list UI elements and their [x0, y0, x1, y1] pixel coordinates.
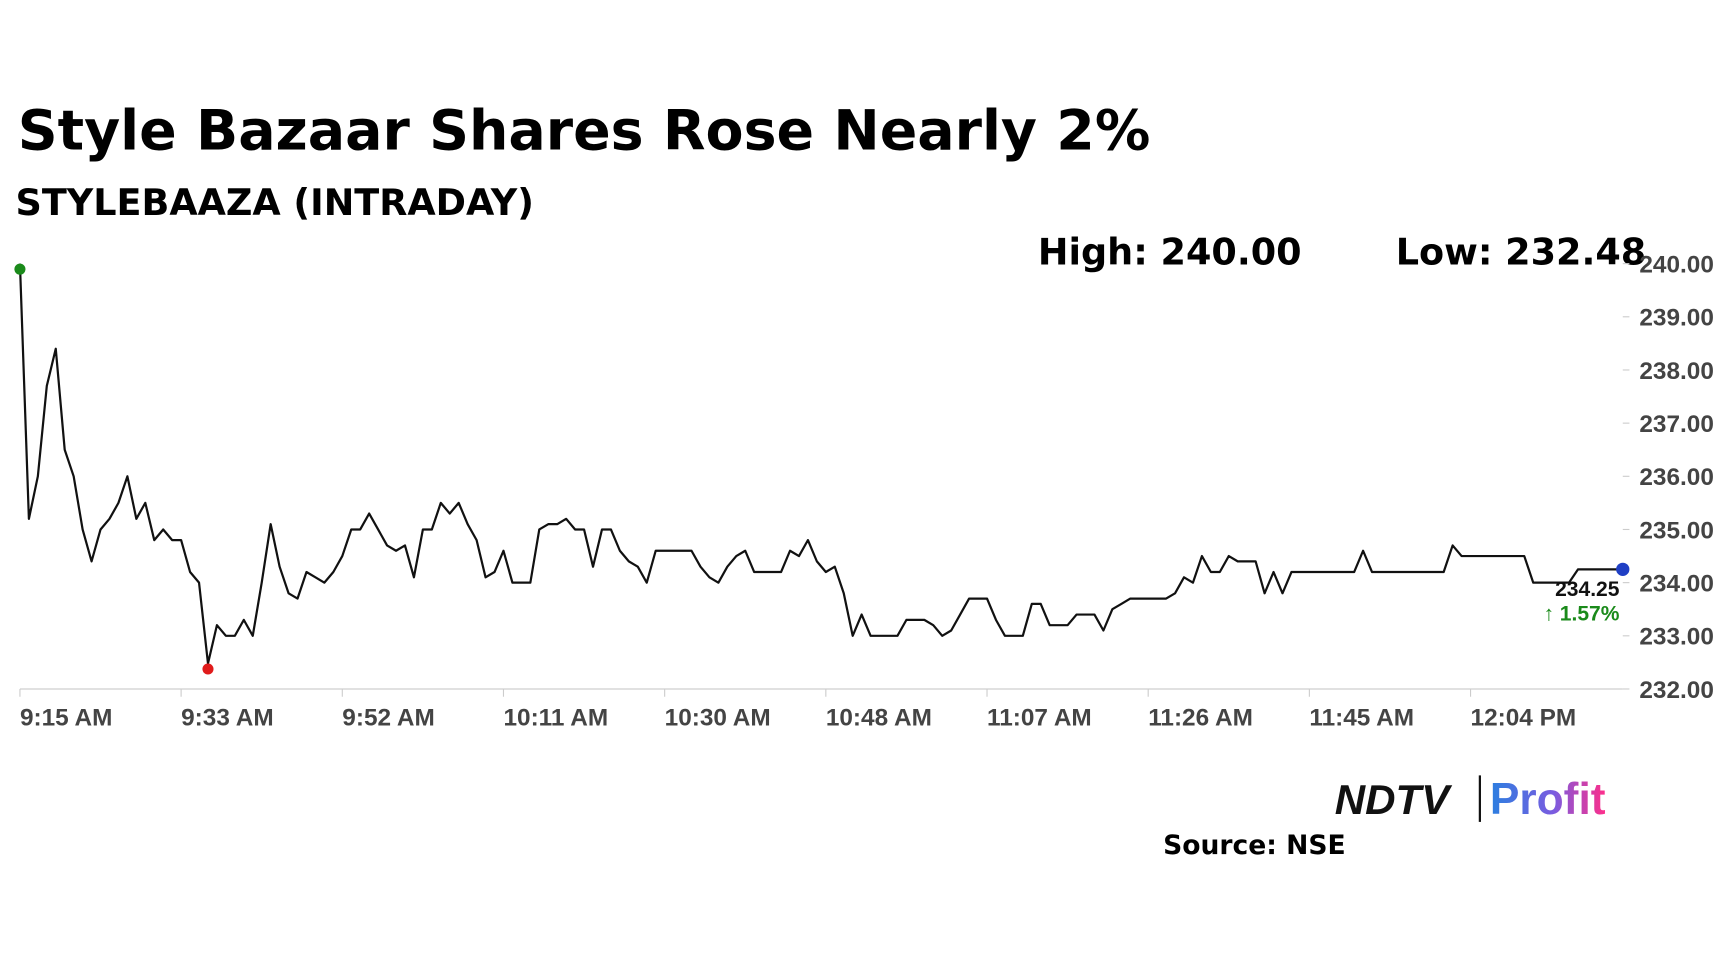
y-tick-label: 240.00	[1639, 251, 1714, 278]
logo-brand: NDTV	[1335, 776, 1452, 823]
change-label: ↑ 1.57%	[1543, 602, 1619, 625]
source: Source: NSE	[1163, 830, 1346, 861]
x-tick-label: 12:04 PM	[1471, 705, 1577, 732]
x-tick-label: 9:15 AM	[20, 705, 113, 732]
x-tick-label: 11:45 AM	[1309, 705, 1414, 732]
y-tick-label: 237.00	[1639, 411, 1714, 438]
y-tick-label: 236.00	[1639, 464, 1714, 491]
y-tick-label: 234.00	[1639, 571, 1714, 598]
y-tick-label: 232.00	[1639, 677, 1714, 704]
low-label: Low: 232.48	[1396, 231, 1647, 274]
x-tick-label: 10:30 AM	[665, 705, 771, 732]
x-tick-label: 11:07 AM	[987, 705, 1092, 732]
x-tick-label: 11:26 AM	[1148, 705, 1253, 732]
last-marker	[1616, 562, 1630, 576]
high-marker	[14, 263, 26, 275]
y-tick-label: 239.00	[1639, 305, 1714, 332]
y-tick-label: 238.00	[1639, 358, 1714, 385]
y-tick-label: 233.00	[1639, 624, 1714, 651]
chart-subtitle: STYLEBAAZA (INTRADAY)	[16, 181, 534, 224]
x-tick-label: 10:48 AM	[826, 705, 932, 732]
x-tick-label: 9:33 AM	[181, 705, 274, 732]
price-line	[18, 263, 1623, 665]
high-label: High: 240.00	[1038, 231, 1302, 274]
x-tick-label: 10:11 AM	[503, 705, 608, 732]
y-tick-label: 235.00	[1639, 517, 1714, 544]
x-tick-label: 9:52 AM	[342, 705, 435, 732]
logo-product: Profit	[1490, 775, 1606, 824]
low-marker	[202, 663, 214, 675]
last-value-label: 234.25	[1555, 578, 1620, 601]
chart-title: Style Bazaar Shares Rose Nearly 2%	[18, 100, 1151, 164]
